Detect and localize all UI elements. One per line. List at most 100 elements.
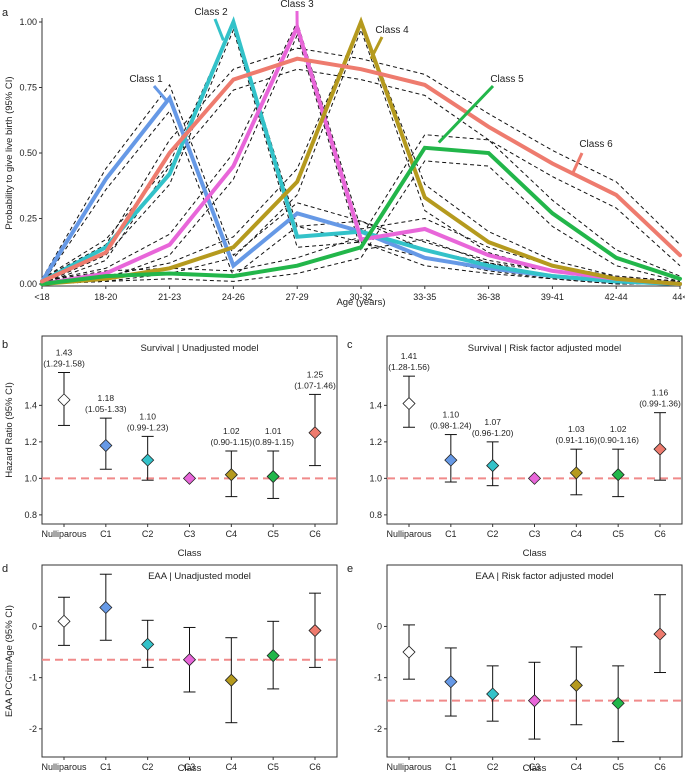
x-tick-label: C5 [612, 762, 624, 772]
data-label-value: 1.10 [139, 411, 156, 421]
series-leader [152, 85, 168, 102]
y-axis-label: EAA PCGrimAge (95% CI) [4, 605, 15, 717]
series-label: Class 1 [129, 74, 163, 85]
data-point [266, 649, 280, 663]
data-point [653, 627, 667, 641]
ci-upper-line [41, 47, 681, 280]
data-point [444, 675, 458, 689]
series-label: Class 4 [375, 25, 409, 36]
data-label-value: 1.43 [56, 348, 73, 358]
panel-letter: d [2, 563, 8, 575]
ci-lower-line [41, 28, 680, 285]
data-point [182, 653, 197, 667]
data-label-value: 1.25 [307, 369, 324, 379]
x-tick-label: C5 [612, 529, 624, 539]
x-tick-label: 44< [672, 292, 685, 302]
y-tick-label: 0.75 [19, 83, 37, 93]
data-label-value: 1.16 [652, 388, 669, 398]
data-point [182, 471, 197, 485]
data-point [308, 426, 322, 440]
x-tick-label: C1 [100, 762, 112, 772]
data-label-value: 1.18 [98, 393, 115, 403]
data-point [486, 687, 500, 701]
ci-upper-line [41, 20, 681, 282]
series-label: Class 3 [280, 0, 314, 10]
x-tick-label: 30-32 [349, 292, 372, 302]
data-label-ci: (1.07-1.46) [294, 380, 336, 390]
data-label-ci: (0.90-1.16) [597, 435, 639, 445]
series-label: Class 6 [579, 139, 613, 150]
data-label-ci: (0.99-1.36) [639, 399, 681, 409]
x-tick-label: 33-35 [413, 292, 436, 302]
data-point [224, 468, 238, 482]
y-tick-label: 0.8 [24, 510, 37, 520]
data-point [611, 468, 625, 482]
data-label-ci: (0.91-1.16) [556, 435, 598, 445]
data-label-ci: (1.05-1.33) [85, 404, 127, 414]
series-leader [213, 18, 225, 41]
panel-b: b Survival | Unadjusted model 0.8 1.0 1.2 1.4… [2, 335, 338, 559]
x-tick-label: C4 [226, 529, 238, 539]
y-tick-label: -2 [374, 724, 382, 734]
x-tick-label: C3 [529, 762, 541, 772]
data-label-value: 1.10 [443, 410, 460, 420]
data-label-value: 1.01 [265, 426, 282, 436]
plot-frame [41, 335, 338, 525]
x-tick-label: C5 [267, 762, 279, 772]
series-line [40, 16, 682, 286]
series-line [40, 16, 682, 286]
panel-letter: c [347, 339, 353, 351]
x-tick-label: C6 [654, 529, 666, 539]
x-tick-label: C6 [309, 762, 321, 772]
data-label-value: 1.07 [484, 417, 501, 427]
panel-letter: a [2, 7, 9, 19]
data-label-ci: (0.96-1.20) [472, 428, 514, 438]
y-axis-label: Hazard Ratio (95% CI) [4, 382, 15, 478]
x-tick-label: C2 [487, 529, 499, 539]
x-tick-label: C3 [529, 529, 541, 539]
y-tick-label: -2 [29, 724, 37, 734]
panel-title: EAA | Risk factor adjusted model [475, 571, 613, 582]
x-tick-label: C1 [445, 762, 457, 772]
x-tick-label: 39-41 [541, 292, 564, 302]
data-point [402, 396, 416, 411]
ci-lower-line [41, 33, 681, 285]
x-tick-label: C6 [309, 529, 321, 539]
y-tick-label: -1 [374, 673, 382, 683]
x-axis-label: Class [178, 763, 202, 774]
x-tick-label: C1 [445, 529, 457, 539]
series-label: Class 5 [490, 74, 524, 85]
data-point [141, 453, 155, 467]
x-tick-label: Nulliparous [386, 762, 432, 772]
panel-d: d EAA | Unadjusted model -2 -1 0 Nulliparous C… [2, 563, 338, 774]
panel-e: e EAA | Risk factor adjusted model -2 -1 0 Nu… [347, 563, 683, 774]
x-tick-label: 27-29 [286, 292, 309, 302]
data-label-value: 1.02 [223, 426, 240, 436]
data-point [266, 469, 280, 484]
data-point [527, 471, 542, 485]
data-point [569, 678, 583, 692]
x-tick-label: C3 [184, 762, 196, 772]
x-tick-label: <18 [34, 292, 49, 302]
data-point [611, 696, 625, 710]
y-tick-label: 1.2 [24, 437, 37, 447]
x-tick-label: C4 [571, 529, 583, 539]
x-axis-label: Class [523, 548, 547, 559]
data-label-value: 1.02 [610, 424, 627, 434]
x-tick-label: C2 [142, 529, 154, 539]
y-tick-label: -1 [29, 673, 37, 683]
data-point [57, 393, 71, 407]
series-line [40, 145, 682, 286]
y-tick-label: 0.50 [19, 148, 37, 158]
data-label-value: 1.03 [568, 424, 585, 434]
x-tick-label: Nulliparous [41, 762, 87, 772]
ci-lower-line [41, 110, 680, 285]
y-tick-label: 0.00 [19, 279, 37, 289]
x-tick-label: C1 [100, 529, 112, 539]
data-label-value: 1.41 [401, 351, 418, 361]
series-leader [369, 36, 384, 60]
x-tick-label: C2 [487, 762, 499, 772]
x-tick-label: 21-23 [158, 292, 181, 302]
panel-title: Survival | Risk factor adjusted model [468, 343, 621, 354]
x-tick-label: C5 [267, 529, 279, 539]
